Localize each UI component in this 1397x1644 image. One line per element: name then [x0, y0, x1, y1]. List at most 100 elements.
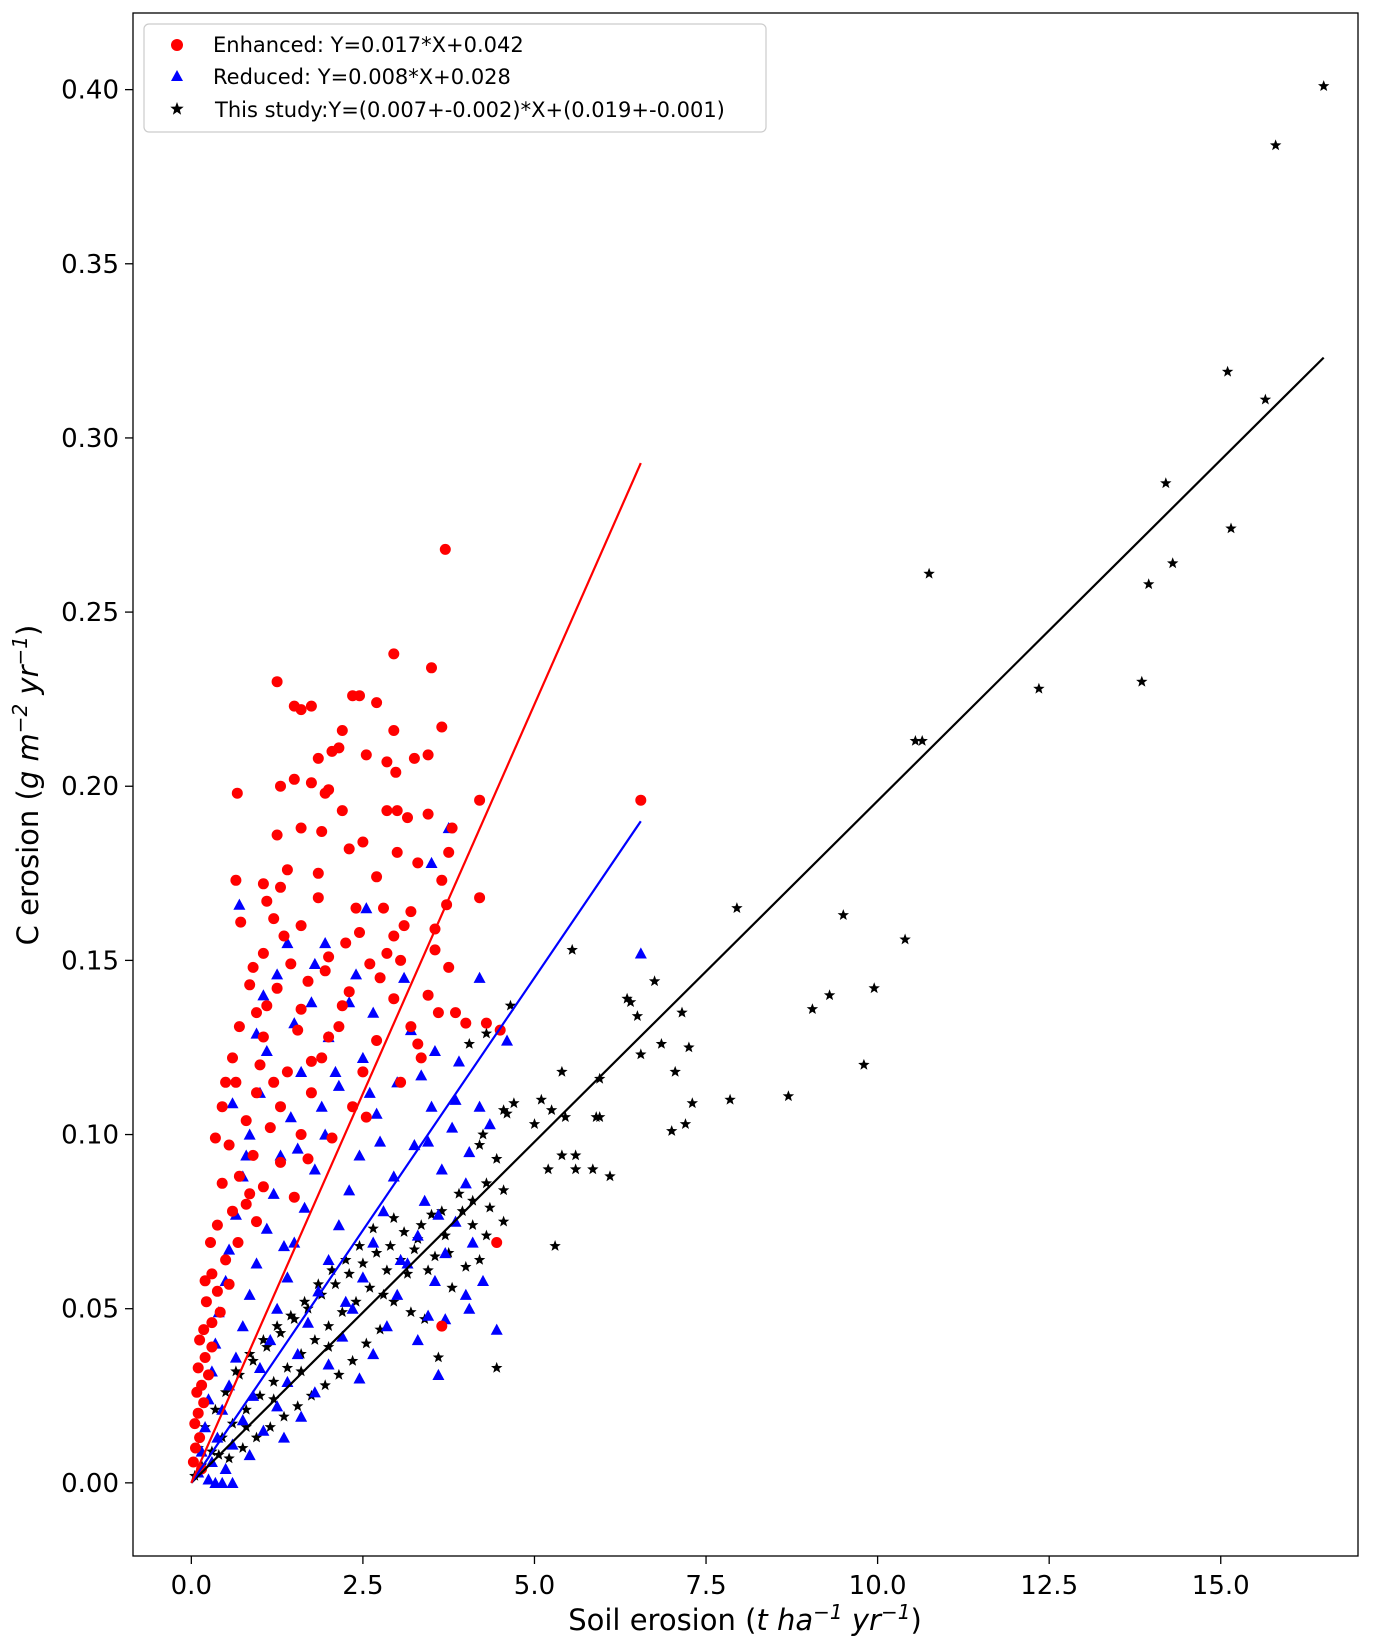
data-point-enhanced — [257, 878, 269, 890]
data-point-this-study — [569, 1149, 582, 1161]
x-tick-label: 5.0 — [514, 1571, 555, 1601]
data-point-reduced — [312, 1285, 325, 1297]
data-point-this-study — [491, 1361, 503, 1373]
data-point-this-study — [357, 1257, 369, 1269]
data-point-reduced — [243, 1128, 256, 1140]
data-point-reduced — [332, 1219, 345, 1231]
data-point-reduced — [428, 1044, 441, 1057]
data-point-enhanced — [391, 846, 403, 858]
data-point-enhanced — [305, 1055, 317, 1067]
series-circle-points — [187, 543, 647, 1475]
data-point-enhanced — [312, 867, 324, 879]
data-point-this-study — [508, 1097, 520, 1109]
data-point-enhanced — [271, 982, 283, 994]
y-axis-label: C erosion (g m−2 yr−1) — [8, 625, 45, 946]
data-point-enhanced — [189, 1418, 201, 1430]
data-point-reduced — [291, 1347, 304, 1360]
data-point-enhanced — [198, 1324, 210, 1336]
data-point-enhanced — [295, 704, 307, 716]
data-point-reduced — [277, 1240, 290, 1252]
data-point-this-study — [467, 1219, 479, 1230]
data-point-reduced — [253, 1361, 266, 1374]
data-point-this-study — [456, 1205, 469, 1216]
data-point-reduced — [398, 971, 411, 983]
data-point-reduced — [233, 898, 246, 910]
data-point-this-study — [899, 933, 911, 945]
data-point-enhanced — [398, 920, 410, 932]
x-tick-label: 2.5 — [342, 1571, 383, 1601]
data-point-this-study — [285, 1309, 297, 1321]
data-point-this-study — [278, 1410, 290, 1422]
data-point-enhanced — [275, 1101, 286, 1113]
data-point-enhanced — [381, 805, 393, 817]
data-point-reduced — [459, 1288, 472, 1300]
data-point-enhanced — [261, 1000, 273, 1012]
x-axis-ticks: 0.0 2.5 5.0 7.5 10.0 12.5 15.0 — [171, 1556, 1250, 1601]
data-point-enhanced — [474, 794, 486, 806]
data-point-reduced — [260, 1222, 273, 1234]
data-point-this-study — [635, 1048, 647, 1060]
data-point-reduced — [356, 1271, 369, 1283]
legend-marker-reduced — [171, 70, 183, 81]
legend-label-enhanced: Enhanced: Y=0.017*X+0.042 — [213, 33, 524, 57]
data-point-reduced — [315, 1100, 328, 1112]
data-point-reduced — [305, 996, 318, 1008]
data-point-enhanced — [305, 1087, 317, 1099]
data-point-enhanced — [412, 857, 424, 869]
data-point-enhanced — [275, 1156, 286, 1168]
data-point-reduced — [308, 1163, 321, 1175]
data-point-this-study — [1225, 522, 1237, 534]
data-point-this-study — [655, 1038, 668, 1049]
data-point-enhanced — [251, 1216, 262, 1228]
data-point-reduced — [202, 1473, 215, 1485]
data-point-this-study — [1259, 393, 1272, 405]
data-point-this-study — [731, 902, 743, 913]
data-point-enhanced — [209, 1132, 221, 1144]
data-point-this-study — [909, 735, 922, 746]
data-point-enhanced — [271, 829, 283, 841]
data-point-reduced — [367, 1236, 380, 1248]
data-point-enhanced — [381, 947, 393, 959]
data-point-enhanced — [295, 920, 307, 932]
data-point-this-study — [683, 1041, 695, 1053]
data-point-this-study — [1136, 675, 1148, 687]
data-point-reduced — [216, 1403, 229, 1415]
data-point-enhanced — [360, 1111, 372, 1123]
data-point-enhanced — [194, 1432, 206, 1444]
data-point-enhanced — [257, 1181, 269, 1193]
data-point-reduced — [243, 1448, 256, 1461]
data-point-enhanced — [323, 951, 335, 963]
data-point-reduced — [257, 1424, 270, 1436]
data-point-enhanced — [343, 986, 355, 998]
data-point-enhanced — [281, 1066, 293, 1078]
data-point-reduced — [332, 1079, 345, 1091]
legend-label-this-study: This study:Y=(0.007+-0.002)*X+(0.019+-0.… — [214, 98, 725, 122]
data-point-enhanced — [285, 958, 297, 970]
data-point-enhanced — [405, 1021, 417, 1033]
data-point-this-study — [264, 1421, 276, 1432]
data-point-enhanced — [305, 700, 317, 712]
data-point-this-study — [415, 1219, 427, 1230]
data-point-enhanced — [436, 874, 448, 886]
data-point-enhanced — [192, 1362, 204, 1374]
y-tick-label: 0.35 — [61, 250, 119, 280]
data-point-this-study — [535, 1093, 547, 1105]
data-point-reduced — [236, 1414, 249, 1426]
data-point-this-study — [542, 1163, 554, 1175]
data-point-reduced — [452, 1055, 465, 1067]
data-point-reduced — [322, 1358, 335, 1370]
data-point-reduced — [435, 1163, 448, 1175]
y-tick-label: 0.05 — [61, 1295, 119, 1325]
data-point-reduced — [277, 1431, 290, 1443]
data-point-enhanced — [360, 749, 372, 761]
data-point-reduced — [322, 1253, 335, 1266]
data-point-reduced — [463, 1145, 476, 1158]
data-point-enhanced — [357, 1066, 369, 1078]
data-point-reduced — [243, 1288, 256, 1300]
data-point-this-study — [545, 1104, 558, 1115]
data-point-enhanced — [381, 756, 393, 768]
data-point-this-study — [463, 1038, 475, 1049]
fit-line-triangle — [190, 820, 642, 1484]
data-point-this-study — [230, 1365, 242, 1377]
data-point-enhanced — [388, 648, 400, 660]
